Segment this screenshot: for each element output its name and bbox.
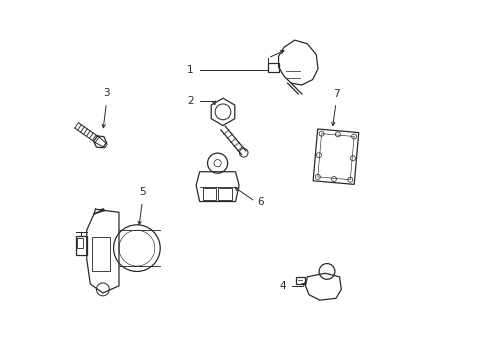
- Text: 6: 6: [257, 197, 263, 207]
- Text: 3: 3: [103, 87, 109, 98]
- Text: 5: 5: [139, 187, 145, 197]
- Text: 7: 7: [332, 89, 339, 99]
- Text: 2: 2: [186, 96, 193, 106]
- Text: 1: 1: [186, 64, 193, 75]
- Text: 4: 4: [279, 281, 285, 291]
